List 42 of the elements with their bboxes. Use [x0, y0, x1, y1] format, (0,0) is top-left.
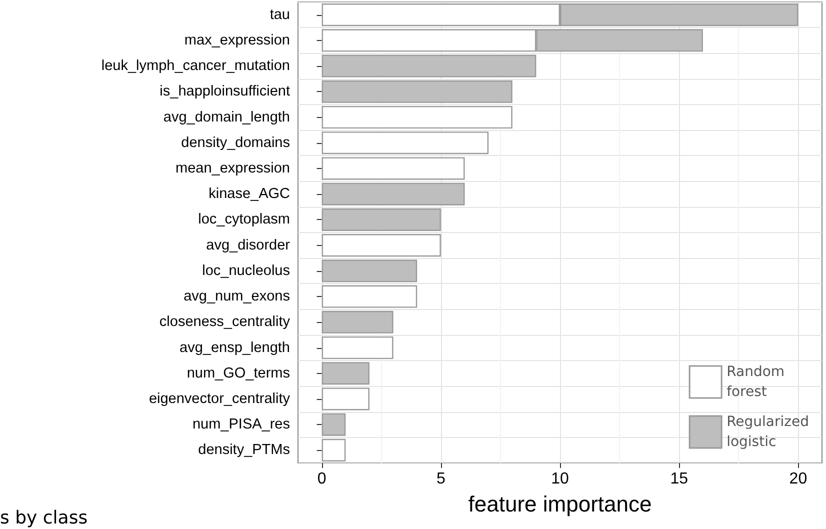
bar [322, 336, 394, 360]
y-tick-label: density_PTMs [198, 442, 290, 458]
bar [322, 310, 394, 334]
x-tick-label: 20 [789, 470, 808, 488]
y-tick-label: num_GO_terms [186, 365, 290, 382]
y-tick-label: avg_disorder [206, 237, 290, 254]
x-tick-label: 10 [551, 470, 569, 488]
bar [322, 234, 441, 257]
y-tick-label: eigenvector_centrality [148, 390, 291, 407]
y-tick-label: avg_domain_length [163, 109, 290, 126]
y-tick-label: tau [270, 6, 290, 23]
y-tick-label: avg_ensp_length [180, 340, 290, 356]
bar [322, 388, 370, 410]
legend-label: Regularized logistic [726, 414, 810, 450]
bar [322, 157, 465, 180]
bar [322, 260, 418, 282]
y-tick-label: max_expression [184, 32, 290, 48]
text: s by class [0, 508, 88, 528]
y-tick-label: mean_expression [176, 160, 290, 176]
y-tick-label: closeness_centrality [159, 314, 291, 330]
x-axis-title: feature importance [468, 492, 652, 516]
bar [322, 208, 441, 231]
x-tick-label: 0 [317, 470, 326, 488]
y-tick-label: density_domains [181, 134, 290, 151]
bar [322, 54, 536, 78]
y-tick-label: avg_num_exons [184, 288, 290, 305]
bar [322, 106, 512, 129]
y-tick-label: kinase_AGC [208, 186, 290, 202]
legend-label: Random forest [726, 364, 785, 400]
y-tick-label: loc_nucleolus [202, 262, 290, 279]
bar [322, 182, 465, 206]
y-tick-label: is_happloinsufficient [160, 84, 290, 100]
x-tick-label: 5 [436, 470, 446, 488]
x-tick-label: 15 [670, 470, 688, 488]
bar [322, 285, 418, 308]
bar [322, 362, 370, 385]
bar [322, 80, 512, 103]
y-tick-label: num_PISA_res [192, 416, 290, 433]
bar [322, 413, 346, 436]
y-tick-label: loc_cytoplasm [198, 212, 290, 228]
y-tick-label: leuk_lymph_cancer_mutation [101, 58, 290, 74]
bar [322, 132, 489, 154]
